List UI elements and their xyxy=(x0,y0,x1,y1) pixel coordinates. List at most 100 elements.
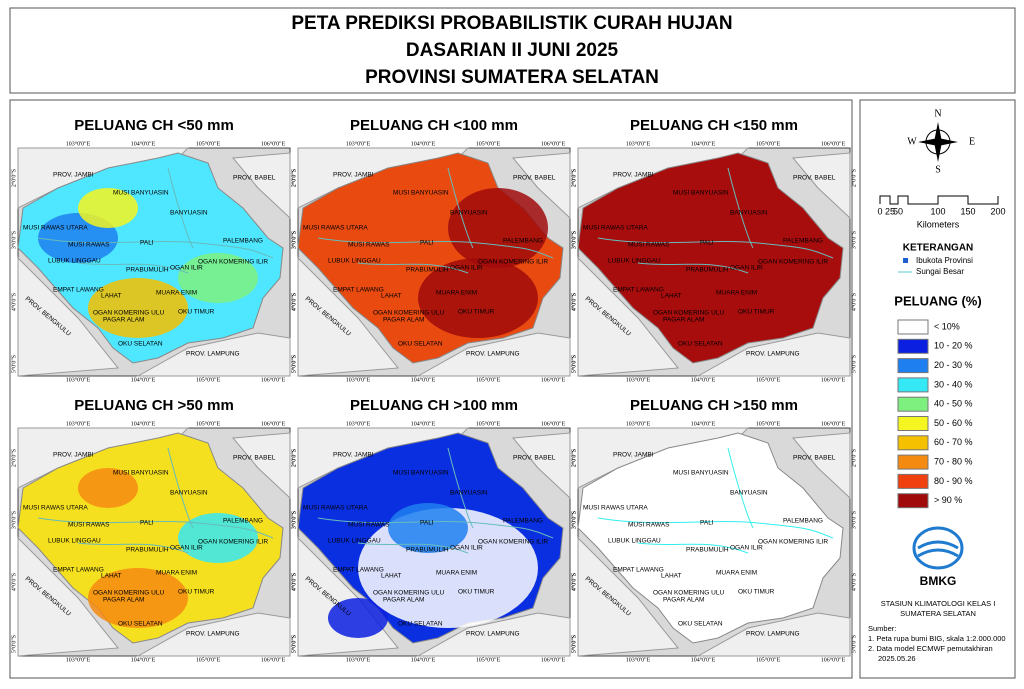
place-label: PALEMBANG xyxy=(503,518,543,525)
class-label: 10 - 20 % xyxy=(934,341,973,351)
scale-label: 100 xyxy=(930,206,945,216)
place-label: BANYUASIN xyxy=(450,490,488,497)
place-label: MUARA ENIM xyxy=(716,570,757,577)
place-label: MUSI BANYUASIN xyxy=(393,190,449,197)
place-label: PROV. BABEL xyxy=(513,455,556,462)
place-label: OGAN KOMERING ULU xyxy=(373,590,444,597)
place-label: OGAN KOMERING ILIR xyxy=(478,539,548,546)
place-label: OGAN ILIR xyxy=(450,265,483,272)
place-label: LAHAT xyxy=(381,293,401,300)
source-line: 2025.05.26 xyxy=(878,654,916,663)
lon-label: 103°0'0"E xyxy=(346,140,371,147)
lat-label: 3°0'0"S xyxy=(850,511,857,529)
class-swatch xyxy=(897,396,929,412)
place-label: PALI xyxy=(420,240,434,247)
class-swatch xyxy=(897,338,929,354)
place-label: LUBUK LINGGAU xyxy=(328,538,381,545)
place-label: LUBUK LINGGAU xyxy=(48,258,101,265)
lat-label: 2°0'0"S xyxy=(290,449,297,467)
place-label: OGAN ILIR xyxy=(170,545,203,552)
lat-label: 4°0'0"S xyxy=(290,293,297,311)
lon-label: 105°0'0"E xyxy=(756,140,781,147)
map-panel: 103°0'0"E 103°0'0"E 104°0'0"E 104°0'0"E 105°… xyxy=(570,420,857,663)
lat-label: 3°0'0"S xyxy=(570,511,577,529)
place-label: PROV. LAMPUNG xyxy=(466,351,520,358)
class-label: > 90 % xyxy=(934,495,962,505)
lon-label: 103°0'0"E xyxy=(626,656,651,663)
place-label: LAHAT xyxy=(661,573,681,580)
lon-label: 104°0'0"E xyxy=(691,420,716,427)
place-label: EMPAT LAWANG xyxy=(333,567,384,574)
compass-star xyxy=(918,122,958,162)
lat-label: 5°0'0"S xyxy=(570,635,577,653)
lon-label: 103°0'0"E xyxy=(626,140,651,147)
place-label: PRABUMULIH xyxy=(126,547,169,554)
place-label: MUARA ENIM xyxy=(436,570,477,577)
lon-label: 106°0'0"E xyxy=(541,656,566,663)
place-label: EMPAT LAWANG xyxy=(613,287,664,294)
lon-label: 105°0'0"E xyxy=(476,376,501,383)
lat-label: 2°0'0"S xyxy=(290,169,297,187)
place-label: OKU TIMUR xyxy=(458,589,495,596)
place-label: OKU TIMUR xyxy=(178,589,215,596)
class-swatch xyxy=(897,319,929,335)
lon-label: 104°0'0"E xyxy=(691,140,716,147)
place-label: PRABUMULIH xyxy=(126,267,169,274)
compass-letter: S xyxy=(935,164,941,175)
place-label: OKU TIMUR xyxy=(458,309,495,316)
lon-label: 104°0'0"E xyxy=(411,376,436,383)
lat-label: 4°0'0"S xyxy=(850,573,857,591)
lon-label: 103°0'0"E xyxy=(346,420,371,427)
place-label: LAHAT xyxy=(101,573,121,580)
place-label: OKU SELATAN xyxy=(398,341,443,348)
title: PROVINSI SUMATERA SELATAN xyxy=(365,67,659,88)
place-label: BANYUASIN xyxy=(170,490,208,497)
place-label: OKU TIMUR xyxy=(738,589,775,596)
lat-label: 5°0'0"S xyxy=(290,355,297,373)
lon-label: 105°0'0"E xyxy=(196,140,221,147)
lon-label: 105°0'0"E xyxy=(756,420,781,427)
place-label: OKU SELATAN xyxy=(678,341,723,348)
lon-label: 106°0'0"E xyxy=(821,656,846,663)
place-label: PAGAR ALAM xyxy=(103,317,144,324)
place-label: OGAN ILIR xyxy=(730,265,763,272)
river xyxy=(597,167,834,274)
lat-label: 2°0'0"S xyxy=(570,449,577,467)
lon-label: 106°0'0"E xyxy=(821,420,846,427)
lat-label: 3°0'0"S xyxy=(570,511,577,529)
place-label: MUSI RAWAS xyxy=(68,242,110,249)
place-label: MUSI RAWAS UTARA xyxy=(583,225,648,232)
place-label: PRABUMULIH xyxy=(686,547,729,554)
lon-label: 106°0'0"E xyxy=(821,376,846,383)
place-label: PROV. LAMPUNG xyxy=(746,351,800,358)
lon-label: 103°0'0"E xyxy=(66,420,91,427)
place-label: MUSI RAWAS UTARA xyxy=(23,225,88,232)
lat-label: 5°0'0"S xyxy=(850,635,857,653)
map-panel: 103°0'0"E 103°0'0"E 104°0'0"E 104°0'0"E 105°… xyxy=(290,140,577,383)
lat-label: 5°0'0"S xyxy=(10,355,17,373)
place-label: LUBUK LINGGAU xyxy=(608,538,661,545)
place-label: PROV. BABEL xyxy=(793,455,836,462)
place-label: PAGAR ALAM xyxy=(103,597,144,604)
place-label: PAGAR ALAM xyxy=(663,597,704,604)
lat-label: 3°0'0"S xyxy=(290,511,297,529)
lon-label: 104°0'0"E xyxy=(691,656,716,663)
place-label: BANYUASIN xyxy=(730,490,768,497)
lon-label: 103°0'0"E xyxy=(626,420,651,427)
compass-letter: N xyxy=(934,108,941,119)
probability-zone xyxy=(448,188,548,268)
place-label: PALI xyxy=(700,520,714,527)
place-label: PALI xyxy=(420,520,434,527)
lat-label: 2°0'0"S xyxy=(290,449,297,467)
probability-zone xyxy=(328,598,388,638)
place-label: OGAN KOMERING ILIR xyxy=(198,259,268,266)
place-label: OGAN KOMERING ULU xyxy=(93,590,164,597)
lat-label: 4°0'0"S xyxy=(10,293,17,311)
place-label: OGAN ILIR xyxy=(730,545,763,552)
class-swatch xyxy=(897,435,929,451)
class-label: < 10% xyxy=(934,321,960,331)
legend-heading: PELUANG (%) xyxy=(894,293,981,308)
logo-text: BMKG xyxy=(920,574,957,588)
symbol-label: Ibukota Provinsi xyxy=(916,256,973,265)
